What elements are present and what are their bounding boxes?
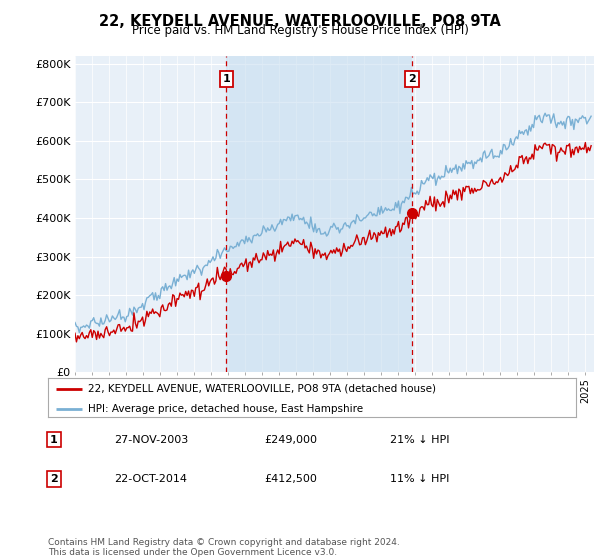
Text: 22, KEYDELL AVENUE, WATERLOOVILLE, PO8 9TA (detached house): 22, KEYDELL AVENUE, WATERLOOVILLE, PO8 9… <box>88 384 436 394</box>
Bar <box>226 56 412 372</box>
Text: 1: 1 <box>223 74 230 84</box>
Text: 11% ↓ HPI: 11% ↓ HPI <box>390 474 449 484</box>
Text: Contains HM Land Registry data © Crown copyright and database right 2024.
This d: Contains HM Land Registry data © Crown c… <box>48 538 400 557</box>
Text: 1: 1 <box>50 435 58 445</box>
Text: 22, KEYDELL AVENUE, WATERLOOVILLE, PO8 9TA: 22, KEYDELL AVENUE, WATERLOOVILLE, PO8 9… <box>99 14 501 29</box>
Text: 2: 2 <box>408 74 416 84</box>
Text: 2: 2 <box>50 474 58 484</box>
Text: 27-NOV-2003: 27-NOV-2003 <box>114 435 188 445</box>
Text: HPI: Average price, detached house, East Hampshire: HPI: Average price, detached house, East… <box>88 404 363 414</box>
Text: 22-OCT-2014: 22-OCT-2014 <box>114 474 187 484</box>
Text: 21% ↓ HPI: 21% ↓ HPI <box>390 435 449 445</box>
Text: £249,000: £249,000 <box>264 435 317 445</box>
Text: Price paid vs. HM Land Registry's House Price Index (HPI): Price paid vs. HM Land Registry's House … <box>131 24 469 36</box>
Text: £412,500: £412,500 <box>264 474 317 484</box>
